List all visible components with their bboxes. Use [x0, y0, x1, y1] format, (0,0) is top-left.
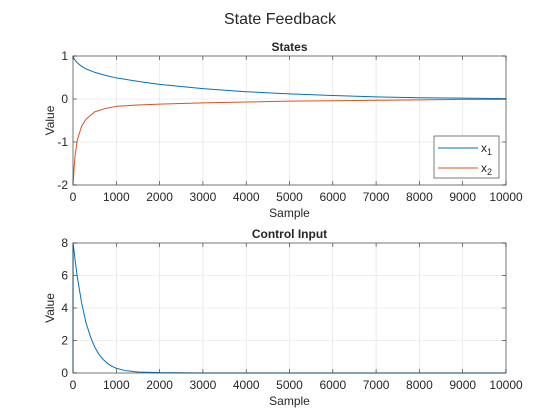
- chart-1-x-tick-label: 0: [70, 190, 77, 204]
- chart-2-y-tick-label: 4: [61, 301, 68, 315]
- chart-2-x-tick-label: 3000: [190, 378, 217, 392]
- chart-1-x-tick-label: 10000: [489, 190, 523, 204]
- chart-1-series-line-x2: [72, 98, 506, 186]
- figure-title: State Feedback: [224, 11, 337, 28]
- chart-2-series-line-u: [72, 242, 506, 374]
- chart-2-y-tick-label: 2: [61, 334, 68, 348]
- chart-1-x-tick-label: 5000: [276, 190, 303, 204]
- chart-1-x-tick-label: 8000: [406, 190, 433, 204]
- chart-1-series-line-x1: [72, 55, 507, 100]
- chart-2-y-tick-label: 6: [61, 269, 68, 283]
- chart-2-y-tick-label: 0: [61, 366, 68, 380]
- chart-1-x-tick-label: 1000: [103, 190, 130, 204]
- chart-2-x-tick-label: 5000: [276, 378, 303, 392]
- chart-1-axes-box: [72, 55, 507, 186]
- chart-2-x-tick-label: 0: [70, 378, 77, 392]
- chart-1-x-tick-label: 7000: [363, 190, 390, 204]
- chart-2-y-tick-label: 8: [61, 236, 68, 250]
- chart-1-x-axis-label: Sample: [269, 206, 310, 220]
- chart-2-title: Control Input: [252, 227, 327, 241]
- chart-1-x-tick-label: 6000: [319, 190, 346, 204]
- chart-1-x-tick-label: 9000: [449, 190, 476, 204]
- chart-1-y-tick-label: -1: [57, 135, 68, 149]
- chart-2-x-axis-label: Sample: [269, 394, 310, 408]
- chart-2-x-tick-label: 2000: [146, 378, 173, 392]
- chart-1-y-axis-label: Value: [43, 105, 57, 135]
- chart-2-x-tick-label: 1000: [103, 378, 130, 392]
- chart-1-title: States: [271, 40, 307, 54]
- chart-2-x-tick-label: 6000: [319, 378, 346, 392]
- chart-2-x-tick-label: 8000: [406, 378, 433, 392]
- chart-1-legend-label-x1: x1: [481, 141, 492, 157]
- chart-2-x-tick-label: 10000: [489, 378, 523, 392]
- chart-2-x-tick-label: 4000: [233, 378, 260, 392]
- chart-1-x-tick-label: 3000: [190, 190, 217, 204]
- chart-1-x-tick-label: 4000: [233, 190, 260, 204]
- chart-1-legend-box: [433, 135, 500, 179]
- chart-1-x-tick-label: 2000: [146, 190, 173, 204]
- chart-2-x-tick-label: 9000: [449, 378, 476, 392]
- chart-1-y-tick-label: -2: [57, 178, 68, 192]
- chart-2-y-axis-label: Value: [43, 293, 57, 323]
- chart-1-legend-label-x2: x2: [481, 161, 492, 177]
- chart-1-y-tick-label: 0: [61, 92, 68, 106]
- chart-1-y-tick-label: 1: [61, 49, 68, 63]
- chart-2-axes-box: [72, 242, 507, 374]
- chart-2-x-tick-label: 7000: [363, 378, 390, 392]
